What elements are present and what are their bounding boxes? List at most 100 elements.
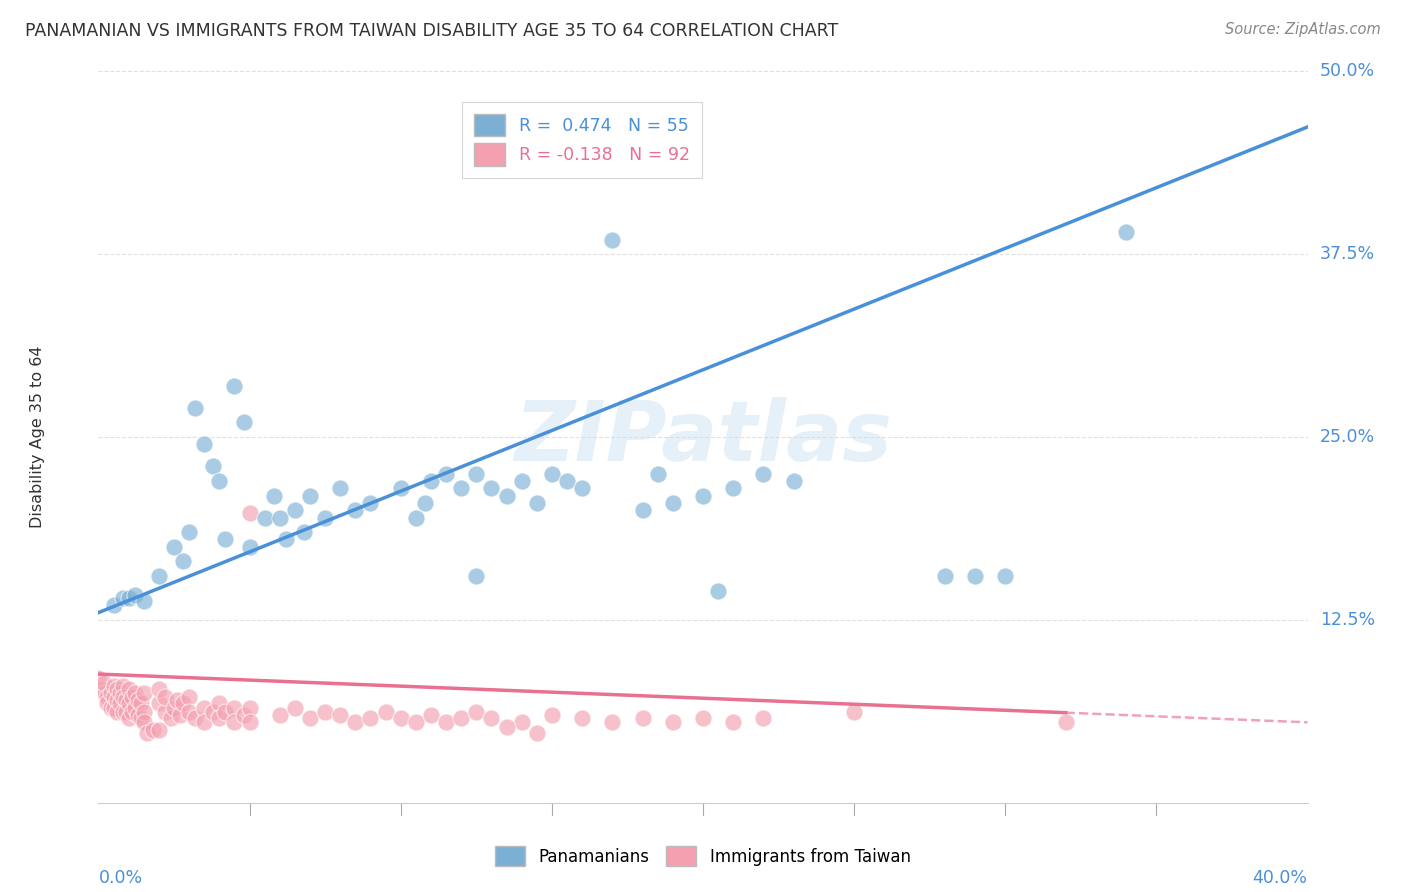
Point [103,700,125,714]
Point [602,233,624,247]
Point [124,700,146,714]
Point [540,708,562,723]
Point [752,467,775,481]
Point [752,711,775,725]
Text: PANAMANIAN VS IMMIGRANTS FROM TAIWAN DISABILITY AGE 35 TO 64 CORRELATION CHART: PANAMANIAN VS IMMIGRANTS FROM TAIWAN DIS… [25,22,838,40]
Point [495,489,517,503]
Point [111,705,134,719]
Point [184,401,207,415]
Point [93,686,115,700]
Point [540,467,562,481]
Point [314,705,336,719]
Point [202,459,225,474]
Point [274,533,297,547]
Point [105,693,128,707]
Text: 12.5%: 12.5% [1320,611,1375,629]
Point [232,416,254,430]
Point [224,379,246,393]
Point [571,481,593,495]
Point [224,715,246,730]
Point [179,705,201,719]
Point [90,681,112,696]
Point [329,481,352,495]
Point [510,715,533,730]
Point [153,705,176,719]
Point [224,700,246,714]
Point [96,696,118,710]
Point [481,481,503,495]
Point [292,525,315,540]
Point [103,599,125,613]
Point [121,705,143,719]
Point [661,715,683,730]
Point [111,591,134,605]
Point [555,474,578,488]
Point [284,700,307,714]
Point [111,690,134,705]
Point [299,711,322,725]
Point [481,711,503,725]
Point [299,489,322,503]
Point [148,681,170,696]
Point [100,686,122,700]
Point [93,676,115,690]
Point [193,715,215,730]
Point [132,594,155,608]
Point [153,690,176,705]
Point [723,715,745,730]
Point [631,711,654,725]
Text: 40.0%: 40.0% [1253,869,1308,887]
Point [208,711,231,725]
Point [692,489,714,503]
Point [124,588,146,602]
Point [994,569,1017,583]
Point [405,510,427,524]
Point [844,705,866,719]
Point [1115,225,1137,239]
Point [413,496,436,510]
Point [148,723,170,737]
Point [111,679,134,693]
Point [389,481,412,495]
Point [661,496,683,510]
Point [118,591,141,605]
Point [184,711,207,725]
Point [160,711,183,725]
Point [526,725,548,739]
Point [420,474,443,488]
Point [135,725,157,739]
Point [420,708,443,723]
Point [208,696,231,710]
Point [374,705,396,719]
Point [465,569,488,583]
Point [179,525,201,540]
Point [434,715,457,730]
Point [108,696,131,710]
Point [129,696,152,710]
Point [172,554,194,568]
Point [692,711,714,725]
Point [96,690,118,705]
Point [239,715,262,730]
Text: 37.5%: 37.5% [1320,245,1375,263]
Point [602,715,624,730]
Point [269,708,291,723]
Point [100,700,122,714]
Point [132,705,155,719]
Text: ZIPatlas: ZIPatlas [515,397,891,477]
Point [179,690,201,705]
Point [105,705,128,719]
Point [202,705,225,719]
Point [631,503,654,517]
Point [132,715,155,730]
Point [239,540,262,554]
Point [360,711,382,725]
Point [965,569,987,583]
Point [148,696,170,710]
Point [214,533,236,547]
Point [124,686,146,700]
Point [208,474,231,488]
Point [344,503,367,517]
Point [169,708,191,723]
Point [934,569,956,583]
